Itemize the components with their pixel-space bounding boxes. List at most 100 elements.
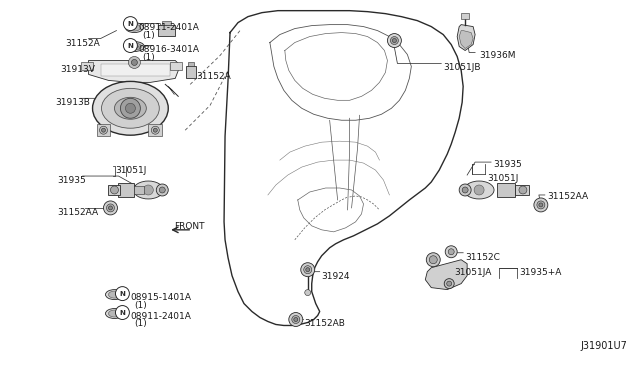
Polygon shape <box>497 183 515 197</box>
Circle shape <box>109 206 113 210</box>
Text: 31152AB: 31152AB <box>305 320 346 328</box>
Text: 08911-2401A: 08911-2401A <box>138 23 199 32</box>
Polygon shape <box>148 124 163 136</box>
Circle shape <box>292 315 300 324</box>
Circle shape <box>447 281 452 286</box>
Polygon shape <box>170 62 182 70</box>
Text: 31051JB: 31051JB <box>444 64 481 73</box>
Text: 31924: 31924 <box>322 272 350 281</box>
Circle shape <box>289 312 303 327</box>
Circle shape <box>459 184 471 196</box>
Circle shape <box>124 39 138 52</box>
Polygon shape <box>461 13 469 19</box>
Circle shape <box>129 57 140 68</box>
Polygon shape <box>188 62 194 67</box>
Polygon shape <box>186 67 196 78</box>
Circle shape <box>104 201 118 215</box>
Polygon shape <box>459 31 473 48</box>
Text: N: N <box>120 310 125 315</box>
Ellipse shape <box>109 310 120 317</box>
Polygon shape <box>100 64 170 76</box>
Ellipse shape <box>125 23 143 33</box>
Ellipse shape <box>93 81 168 135</box>
Ellipse shape <box>127 43 141 50</box>
Polygon shape <box>515 185 529 195</box>
Text: 31051J: 31051J <box>487 174 518 183</box>
Text: 31935: 31935 <box>58 176 86 185</box>
Polygon shape <box>457 25 475 51</box>
Text: 31152A: 31152A <box>196 73 231 81</box>
Text: (1): (1) <box>134 320 147 328</box>
Circle shape <box>102 128 106 132</box>
Text: 31152AA: 31152AA <box>58 208 99 217</box>
Circle shape <box>444 279 454 289</box>
Circle shape <box>519 186 527 194</box>
Circle shape <box>534 198 548 212</box>
Polygon shape <box>81 62 93 70</box>
Text: 08915-1401A: 08915-1401A <box>131 293 191 302</box>
Circle shape <box>426 253 440 267</box>
Circle shape <box>115 286 129 301</box>
Ellipse shape <box>106 290 124 299</box>
Polygon shape <box>97 124 111 136</box>
Circle shape <box>304 266 312 274</box>
Polygon shape <box>88 61 180 82</box>
Circle shape <box>306 268 310 272</box>
Ellipse shape <box>109 291 120 298</box>
Text: J31901U7: J31901U7 <box>580 341 628 352</box>
Ellipse shape <box>464 181 494 199</box>
Circle shape <box>448 249 454 255</box>
Circle shape <box>429 256 437 264</box>
Circle shape <box>156 184 168 196</box>
Text: (1): (1) <box>142 31 155 39</box>
Circle shape <box>131 60 138 65</box>
Circle shape <box>445 246 457 258</box>
Circle shape <box>124 17 138 31</box>
Text: 31152AA: 31152AA <box>547 192 588 201</box>
Text: 31152A: 31152A <box>66 39 100 48</box>
Polygon shape <box>426 260 467 290</box>
Circle shape <box>151 126 159 134</box>
Circle shape <box>462 187 468 193</box>
Circle shape <box>125 103 136 113</box>
Text: 31936M: 31936M <box>479 51 516 60</box>
Text: FRONT: FRONT <box>174 222 205 231</box>
Polygon shape <box>158 25 175 36</box>
Ellipse shape <box>102 89 159 128</box>
Circle shape <box>120 98 140 118</box>
Ellipse shape <box>129 24 140 31</box>
Polygon shape <box>118 183 134 197</box>
Text: 31935+A: 31935+A <box>519 268 561 277</box>
Circle shape <box>390 36 398 45</box>
Circle shape <box>474 185 484 195</box>
Circle shape <box>537 201 545 209</box>
Ellipse shape <box>115 97 147 119</box>
Circle shape <box>392 39 396 42</box>
Text: N: N <box>120 291 125 296</box>
Circle shape <box>305 290 311 296</box>
Circle shape <box>387 33 401 48</box>
Text: 31152C: 31152C <box>465 253 500 262</box>
Text: 31913V: 31913V <box>61 65 95 74</box>
Circle shape <box>115 305 129 320</box>
Circle shape <box>99 126 108 134</box>
Text: (1): (1) <box>134 301 147 310</box>
Text: 31913B: 31913B <box>56 98 90 108</box>
Text: 31935: 31935 <box>493 160 522 169</box>
Circle shape <box>539 203 543 207</box>
Circle shape <box>106 204 115 212</box>
Ellipse shape <box>106 308 124 318</box>
Circle shape <box>159 187 165 193</box>
Polygon shape <box>163 20 172 25</box>
Circle shape <box>143 185 154 195</box>
Text: 31051JA: 31051JA <box>454 268 492 277</box>
Text: N: N <box>127 20 133 27</box>
Circle shape <box>301 263 315 277</box>
Ellipse shape <box>133 181 163 199</box>
Ellipse shape <box>131 45 138 48</box>
Text: (1): (1) <box>142 52 155 61</box>
Circle shape <box>154 128 157 132</box>
Text: 08916-3401A: 08916-3401A <box>138 45 200 54</box>
Circle shape <box>294 318 298 321</box>
Circle shape <box>111 186 118 194</box>
